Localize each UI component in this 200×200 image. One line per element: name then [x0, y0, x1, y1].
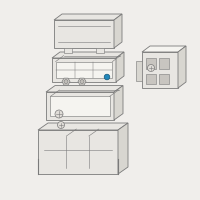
Bar [56, 62, 112, 78]
Polygon shape [62, 78, 70, 85]
Bar [146, 58, 156, 69]
Bar [54, 20, 114, 48]
Polygon shape [142, 46, 186, 52]
Polygon shape [46, 86, 123, 92]
Bar [52, 58, 116, 82]
Polygon shape [38, 123, 128, 130]
Bar [46, 92, 114, 120]
Circle shape [64, 80, 68, 84]
Bar [96, 48, 104, 53]
Bar [50, 96, 110, 116]
Bar [159, 74, 169, 84]
Circle shape [80, 80, 84, 84]
Polygon shape [118, 123, 128, 174]
Bar [38, 130, 118, 174]
Polygon shape [116, 52, 124, 82]
Circle shape [55, 110, 63, 118]
Bar [136, 61, 142, 81]
Polygon shape [114, 14, 122, 48]
Polygon shape [78, 78, 86, 85]
Circle shape [104, 74, 110, 80]
Bar [146, 74, 156, 84]
Polygon shape [114, 86, 123, 120]
Circle shape [148, 64, 154, 72]
Bar [142, 52, 178, 88]
Bar [159, 58, 169, 69]
Polygon shape [52, 52, 124, 58]
Polygon shape [54, 14, 122, 20]
Circle shape [58, 121, 64, 129]
Polygon shape [178, 46, 186, 88]
Bar [64, 48, 72, 53]
